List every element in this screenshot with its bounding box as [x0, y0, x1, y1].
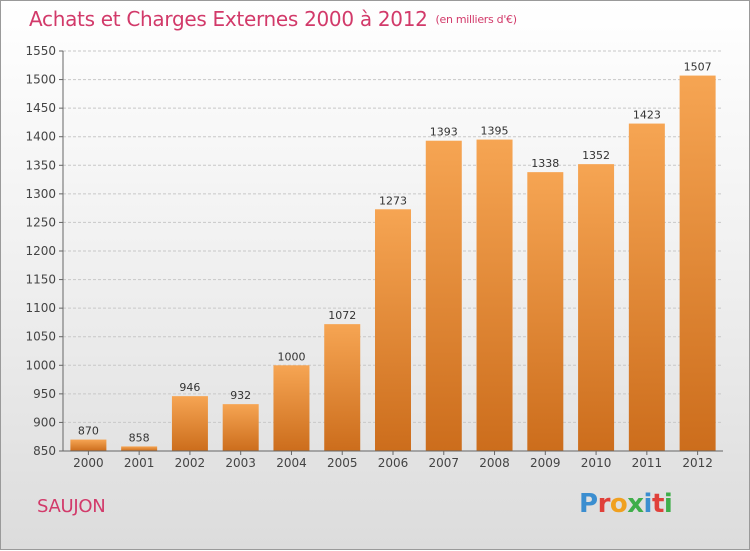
x-tick-label: 2002: [175, 456, 206, 470]
data-label-2011: 1423: [633, 109, 661, 122]
y-axis-ticks: 850 900 950 1000 1050 1100 1150 1200 1250 1300 135…: [25, 44, 63, 458]
y-tick-label: 950: [33, 387, 56, 401]
data-label-2012: 1507: [684, 61, 712, 74]
data-label-2001: 858: [129, 431, 150, 444]
logo-letter: r: [597, 489, 611, 519]
bar-2006[interactable]: [375, 209, 411, 451]
y-tick-label: 1050: [25, 330, 56, 344]
y-tick-label: 900: [33, 415, 56, 429]
y-tick-label: 1350: [25, 158, 56, 172]
x-tick-label: 2008: [479, 456, 510, 470]
bar-2011[interactable]: [628, 123, 665, 452]
x-tick-label: 2006: [378, 456, 409, 470]
bar-2010[interactable]: [578, 164, 615, 451]
x-axis-ticks: 2000 2001 2002 2003 2004 2005 2006 2007 2008 2009…: [73, 451, 713, 470]
x-tick-label: 2003: [225, 456, 256, 470]
data-label-2003: 932: [230, 389, 251, 402]
y-tick-label: 1300: [25, 187, 56, 201]
data-label-2005: 1072: [328, 309, 356, 322]
data-label-2000: 870: [78, 425, 99, 438]
data-labels: 870 858 946 932 1000 1072 1273 1393 1395 1338 1352…: [78, 61, 712, 445]
y-tick-label: 1150: [25, 273, 56, 287]
logo-letter: t: [651, 489, 664, 519]
data-label-2006: 1273: [379, 194, 407, 207]
y-tick-label: 1400: [25, 130, 56, 144]
bar-2003[interactable]: [222, 404, 259, 451]
y-tick-label: 1000: [25, 358, 56, 372]
y-tick-label: 1250: [25, 215, 56, 229]
chart-title: Achats et Charges Externes 2000 à 2012 (e…: [29, 7, 517, 31]
bar-2004[interactable]: [273, 365, 310, 451]
x-tick-label: 2004: [276, 456, 307, 470]
bar-2009[interactable]: [527, 172, 564, 451]
data-label-2009: 1338: [531, 157, 559, 170]
chart-title-text: Achats et Charges Externes 2000 à 2012: [29, 7, 428, 31]
data-label-2004: 1000: [277, 350, 305, 363]
y-tick-label: 1100: [25, 301, 56, 315]
logo-letter: x: [627, 489, 644, 519]
proxiti-logo[interactable]: Proxiti: [579, 489, 673, 519]
place-name: SAUJON: [37, 496, 106, 517]
chart-unit-note: (en milliers d'€): [435, 13, 517, 26]
data-label-2002: 946: [179, 381, 200, 394]
x-tick-label: 2009: [530, 456, 561, 470]
data-label-2008: 1395: [481, 125, 509, 138]
x-tick-label: 2007: [428, 456, 459, 470]
x-tick-label: 2011: [632, 456, 663, 470]
axes: [62, 51, 723, 452]
y-tick-label: 1450: [25, 101, 56, 115]
data-label-2007: 1393: [430, 126, 458, 139]
x-tick-label: 2001: [124, 456, 155, 470]
x-tick-label: 2012: [682, 456, 713, 470]
bar-2000[interactable]: [70, 439, 107, 451]
bar-2005[interactable]: [324, 324, 361, 451]
bar-2001[interactable]: [121, 446, 158, 451]
bars: [70, 75, 716, 452]
logo-letter: i: [643, 489, 653, 519]
logo-letter: i: [663, 489, 673, 519]
x-tick-label: 2000: [73, 456, 104, 470]
bar-2007[interactable]: [425, 140, 462, 451]
data-label-2010: 1352: [582, 149, 610, 162]
y-tick-label: 1500: [25, 73, 56, 87]
bar-2012[interactable]: [679, 75, 716, 452]
bar-2002[interactable]: [171, 396, 208, 451]
x-tick-label: 2005: [327, 456, 358, 470]
bar-2008[interactable]: [476, 139, 513, 452]
logo-letter: o: [609, 489, 628, 519]
y-tick-label: 1200: [25, 244, 56, 258]
logo-letter: P: [579, 489, 598, 519]
y-tick-label: 850: [33, 444, 56, 458]
x-tick-label: 2010: [581, 456, 612, 470]
y-tick-label: 1550: [25, 44, 56, 58]
